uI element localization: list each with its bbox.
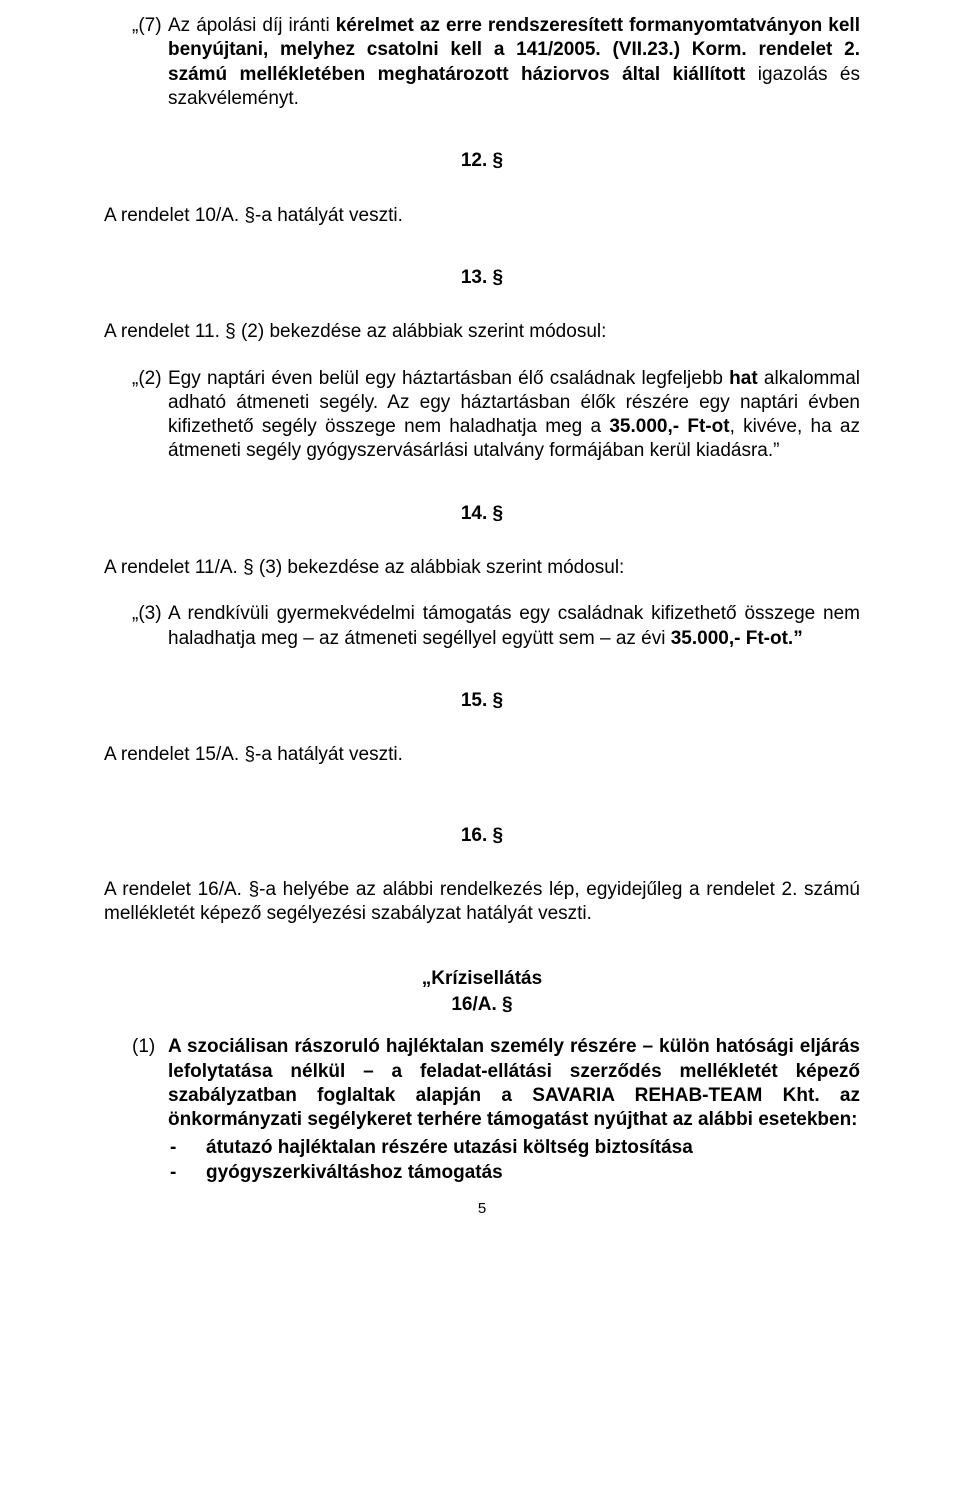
paragraph-16b: (1)A szociálisan rászoruló hajléktalan s… [104, 1035, 860, 1132]
bold-text: A szociálisan rászoruló hajléktalan szem… [168, 1036, 860, 1130]
paragraph-13a: A rendelet 11. § (2) bekezdése az alábbi… [104, 320, 860, 344]
section-12: 12. § [104, 149, 860, 173]
krizis-title: „Krízisellátás [104, 967, 860, 991]
paragraph-7: „(7)Az ápolási díj iránti kérelmet az er… [104, 14, 860, 111]
paragraph-15a: A rendelet 15/A. §-a hatályát veszti. [104, 743, 860, 767]
dash: - [170, 1136, 206, 1160]
paragraph-13b: „(2)Egy naptári éven belül egy háztartás… [104, 367, 860, 464]
para-number: „(2) [132, 367, 168, 391]
bold-text: 35.000,- Ft-ot [609, 416, 729, 437]
krizis-sub: 16/A. § [104, 993, 860, 1017]
paragraph-12a: A rendelet 10/A. §-a hatályát veszti. [104, 204, 860, 228]
section-16: 16. § [104, 824, 860, 848]
paragraph-14b: „(3)A rendkívüli gyermekvédelmi támogatá… [104, 602, 860, 651]
section-13: 13. § [104, 266, 860, 290]
bold-text: hat [729, 368, 758, 389]
list-item-1: -átutazó hajléktalan részére utazási köl… [104, 1136, 860, 1160]
page-number: 5 [104, 1199, 860, 1218]
bold-text: 35.000,- Ft-ot.” [671, 628, 803, 649]
para-number: „(7) [132, 14, 168, 38]
dash: - [170, 1161, 206, 1185]
section-14: 14. § [104, 502, 860, 526]
text: Az ápolási díj iránti [168, 15, 336, 36]
section-15: 15. § [104, 689, 860, 713]
text: átutazó hajléktalan részére utazási költ… [206, 1137, 693, 1158]
text: Egy naptári éven belül egy háztartásban … [168, 368, 729, 389]
para-number: „(3) [132, 602, 168, 626]
para-number: (1) [132, 1035, 168, 1059]
text: gyógyszerkiváltáshoz támogatás [206, 1162, 503, 1183]
paragraph-16a: A rendelet 16/A. §-a helyébe az alábbi r… [104, 878, 860, 927]
paragraph-14a: A rendelet 11/A. § (3) bekezdése az aláb… [104, 556, 860, 580]
list-item-2: -gyógyszerkiváltáshoz támogatás [104, 1161, 860, 1185]
